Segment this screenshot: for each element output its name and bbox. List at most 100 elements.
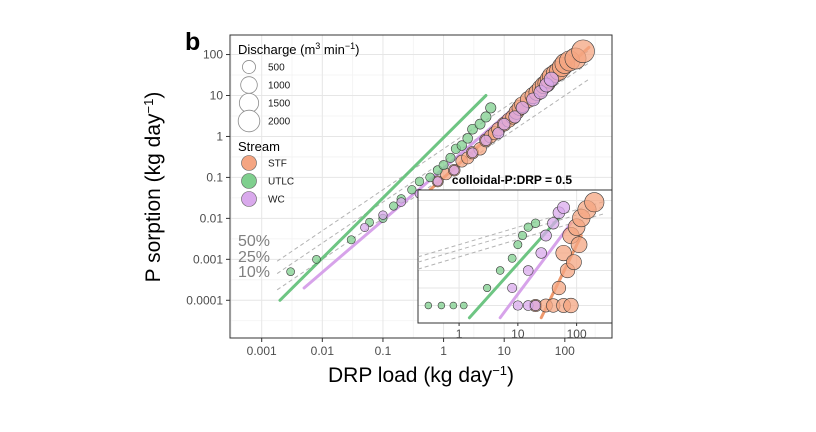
panel-label: b [185,28,200,56]
inset-data-point [512,300,523,311]
plot-border [229,34,613,339]
data-point [438,160,449,171]
data-point [485,102,497,114]
inset-data-point [563,297,579,314]
stream-legend-title: Stream [238,139,280,154]
size-legend-key [242,60,256,74]
inset-data-point [540,229,552,242]
reference-label: 10% [238,264,270,281]
size-legend-key [237,109,261,133]
inset-series [507,201,570,311]
stream-legend-label: WC [268,195,285,206]
inset-data-point [449,301,458,310]
data-point [467,147,478,159]
data-point [543,71,559,87]
data-point [286,267,295,276]
x-tick-label: 0.1 [375,344,392,358]
inset-data-point [483,283,492,293]
data-point [474,118,486,130]
y-tick-label: 0.0001 [186,293,223,307]
y-tick-label: 1 [216,129,223,143]
inset-data-point [424,301,433,310]
data-point [360,222,370,232]
inset-data-point [513,240,523,250]
size-legend-label: 2000 [268,117,291,128]
inset-data-point [507,253,517,263]
inset-data-point [522,265,534,276]
data-point [378,210,388,220]
data-point [467,123,478,135]
stream-legend-key [241,173,257,189]
inset-data-point [566,254,582,271]
inset-title: colloidal-P:DRP = 0.5 [452,173,572,187]
size-legend-label: 500 [268,63,285,74]
data-point [389,201,399,211]
inset-series [529,192,605,314]
data-point [480,134,492,147]
data-point [515,101,530,115]
inset-x-tick-label: 100 [567,327,587,341]
data-point [425,172,435,183]
y-tick-label: 0.1 [206,170,223,184]
x-axis-title: DRP load (kg day−1) [328,363,514,388]
reference-label: 25% [238,249,270,266]
inset-ticks: 1 10 100 [456,323,587,341]
labels: b DRP load (kg day−1) P sorption (kg day−1… [141,28,515,387]
stream-legend-label: UTLC [268,177,294,188]
inset-series [424,218,541,310]
inset-data-point [523,222,533,232]
stream-legend-label: STF [268,159,287,170]
inset-data-point [551,280,567,296]
inset-data-point [518,231,527,241]
size-legend-key [240,76,258,94]
inset-reference-line [417,200,605,258]
data-point [407,185,417,195]
x-tick-label: 0.001 [247,344,277,358]
x-tick-label: 100 [555,344,575,358]
inset-data-point [530,218,541,228]
data-point [571,39,595,64]
reference-label: 50% [238,233,270,250]
data-point [346,235,356,245]
fit-line [278,93,488,302]
inset-data-point [530,300,542,311]
data-point [492,127,505,140]
inset-data-point [495,266,505,275]
data-point [480,111,492,123]
inset-points [424,192,605,314]
size-legend-label: 1000 [268,81,291,92]
inset-x-tick-label: 10 [511,327,525,341]
inset-data-point [507,283,518,293]
inset-data-point [557,201,570,214]
inset-x-tick-label: 1 [456,327,463,341]
y-tick-label: 0.001 [193,252,223,266]
size-legend-label: 1500 [268,99,291,110]
inset-data-point [547,217,560,230]
inset-data-point [459,301,468,310]
size-legend-key [238,92,260,114]
data-point [462,133,473,144]
y-tick-label: 0.01 [200,211,224,225]
stream-legend-key [241,191,257,207]
legends: Discharge (m3 min−1) 500 1000 1500 2000 Strea… [237,41,359,207]
data-point [414,176,425,187]
inset-data-point [570,236,588,253]
inset-data-point [584,192,605,213]
stream-legend-key [241,155,257,171]
y-tick-label: 100 [203,48,223,62]
data-point [449,165,460,176]
reference-labels: 50%25%10% [238,233,270,281]
size-legend-title: Discharge (m3 min−1) [238,41,359,57]
data-point [498,117,511,131]
data-point [445,152,456,163]
data-point [508,110,522,124]
inset-fit-line [498,221,573,320]
axis-ticks: 0.001 0.01 0.1 1 10 100 0.0001 0.001 0.01 0.1 1 10 1… [186,48,575,358]
data-point [396,197,406,207]
main-panel: 0.001 0.01 0.1 1 10 1000.00010.0010.010.11101… [186,34,613,358]
x-tick-label: 0.01 [311,344,335,358]
x-tick-label: 10 [498,344,512,358]
series [360,71,559,232]
